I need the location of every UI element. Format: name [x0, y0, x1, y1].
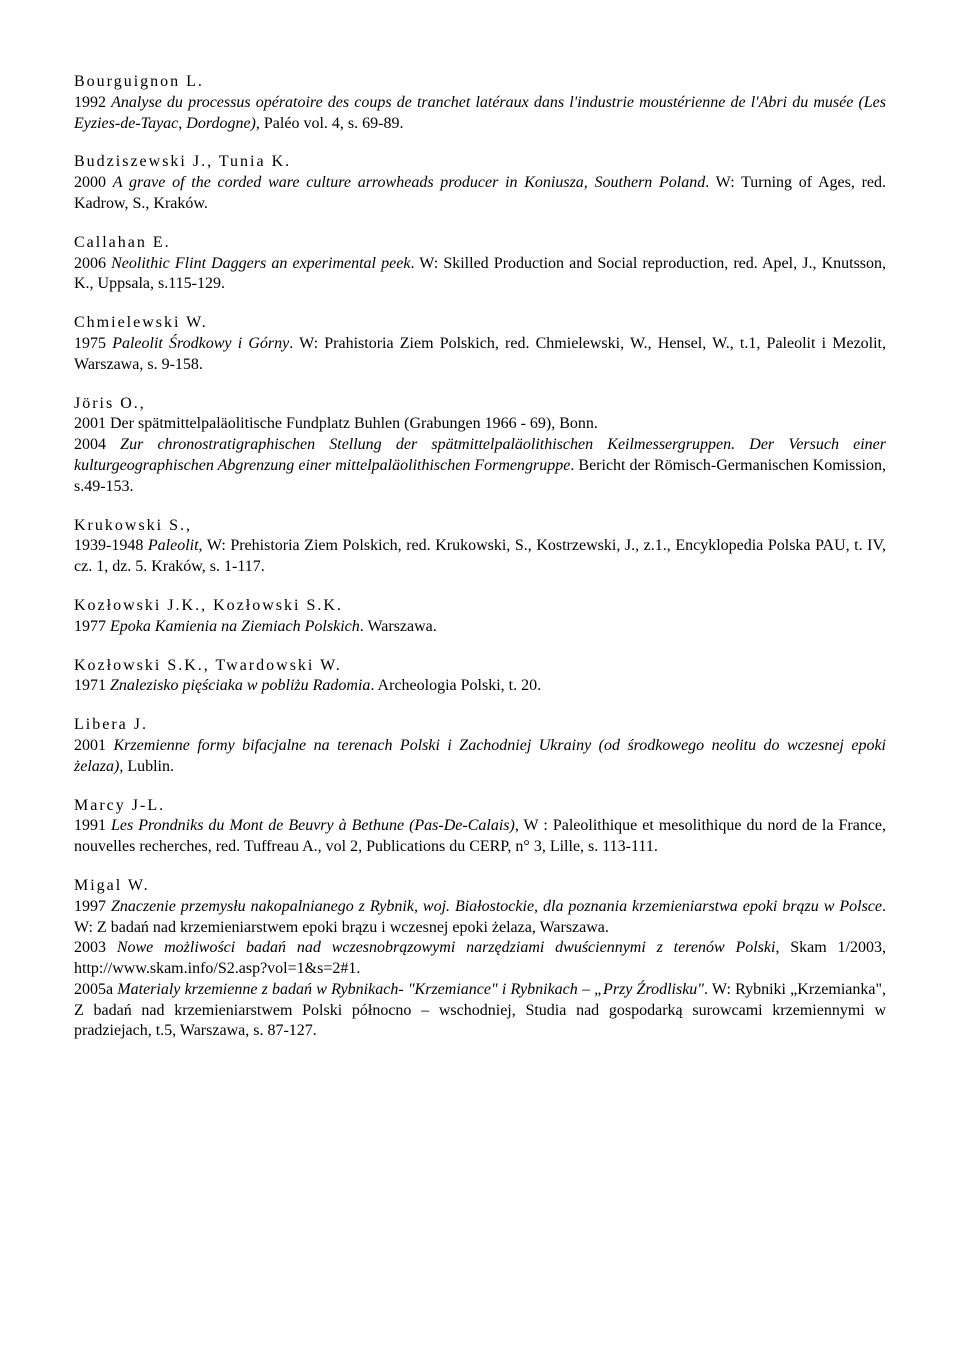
- entry-body: 1939-1948 Paleolit, W: Prehistoria Ziem …: [74, 537, 886, 575]
- bibliography-entry: Callahan E. 2006 Neolithic Flint Daggers …: [74, 233, 886, 295]
- bibliography-entry: Bourguignon L. 1992 Analyse du processus …: [74, 72, 886, 134]
- bibliography-entry: Marcy J-L. 1991 Les Prondniks du Mont de …: [74, 796, 886, 858]
- entry-body: 1977 Epoka Kamienia na Ziemiach Polskich…: [74, 618, 437, 635]
- entry-body: 1997 Znaczenie przemysłu nakopalnianego …: [74, 898, 886, 1040]
- author-name: Jöris O.,: [74, 395, 146, 412]
- author-name: Kozłowski S.K., Twardowski W.: [74, 657, 342, 674]
- author-name: Bourguignon L.: [74, 73, 204, 90]
- author-name: Marcy J-L.: [74, 797, 165, 814]
- author-name: Krukowski S.,: [74, 517, 192, 534]
- author-name: Migal W.: [74, 877, 150, 894]
- entry-body: 1991 Les Prondniks du Mont de Beuvry à B…: [74, 817, 886, 855]
- bibliography-entry: Kozłowski J.K., Kozłowski S.K. 1977 Epoka…: [74, 596, 886, 638]
- author-name: Callahan E.: [74, 234, 171, 251]
- entry-body: 1975 Paleolit Środkowy i Górny. W: Prahi…: [74, 335, 886, 373]
- entry-body: 1992 Analyse du processus opératoire des…: [74, 94, 886, 132]
- entry-body: 2001 Krzemienne formy bifacjalne na tere…: [74, 737, 886, 775]
- author-name: Libera J.: [74, 716, 148, 733]
- entry-body: 2006 Neolithic Flint Daggers an experime…: [74, 255, 886, 293]
- bibliography-entry: Libera J. 2001 Krzemienne formy bifacjaln…: [74, 715, 886, 777]
- author-name: Kozłowski J.K., Kozłowski S.K.: [74, 597, 343, 614]
- bibliography-entry: Budziszewski J., Tunia K. 2000 A grave of…: [74, 152, 886, 214]
- bibliography-entry: Migal W. 1997 Znaczenie przemysłu nakopal…: [74, 876, 886, 1042]
- bibliography-entry: Krukowski S., 1939-1948 Paleolit, W: Preh…: [74, 516, 886, 578]
- bibliography-entry: Chmielewski W. 1975 Paleolit Środkowy i G…: [74, 313, 886, 375]
- bibliography-entry: Kozłowski S.K., Twardowski W. 1971 Znalez…: [74, 656, 886, 698]
- bibliography-entry: Jöris O., 2001 Der spätmittelpaläolitisch…: [74, 394, 886, 498]
- author-name: Chmielewski W.: [74, 314, 208, 331]
- author-name: Budziszewski J., Tunia K.: [74, 153, 291, 170]
- entry-body: 1971 Znalezisko pięściaka w pobliżu Rado…: [74, 677, 541, 694]
- entry-body: 2001 Der spätmittelpaläolitische Fundpla…: [74, 415, 886, 494]
- entry-body: 2000 A grave of the corded ware culture …: [74, 174, 886, 212]
